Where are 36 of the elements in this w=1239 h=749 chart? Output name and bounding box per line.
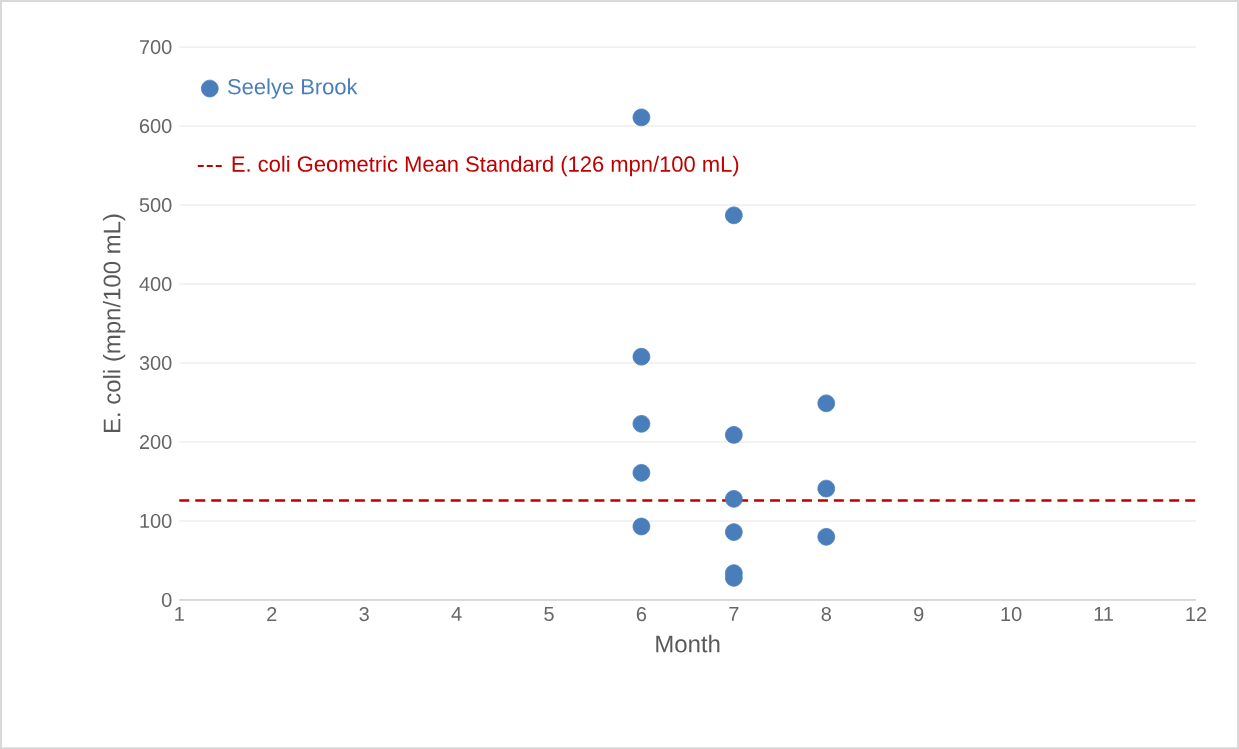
x-tick-label: 7 bbox=[729, 606, 739, 621]
point bbox=[725, 206, 743, 225]
point bbox=[817, 527, 836, 546]
y-tick-label: 600 bbox=[139, 118, 172, 134]
point bbox=[632, 414, 651, 433]
point bbox=[632, 108, 651, 127]
y-tick-label: 500 bbox=[139, 197, 172, 212]
x-tick-label: 6 bbox=[636, 606, 647, 622]
point bbox=[725, 425, 743, 444]
point bbox=[817, 394, 836, 413]
x-tick-label: 1 bbox=[175, 606, 184, 621]
y-tick-label: 0 bbox=[161, 592, 172, 607]
point bbox=[817, 479, 836, 498]
x-tick-label: 8 bbox=[821, 606, 831, 622]
x-axis-title: Month bbox=[656, 634, 720, 653]
point bbox=[725, 489, 743, 508]
point bbox=[632, 463, 651, 482]
point bbox=[632, 517, 651, 536]
x-tick-label: 12 bbox=[1186, 606, 1207, 621]
point bbox=[725, 523, 743, 541]
x-tick-label: 2 bbox=[267, 606, 277, 621]
x-tick-label: 4 bbox=[451, 606, 462, 621]
x-tick-label: 3 bbox=[359, 606, 369, 622]
x-tick-label: 10 bbox=[1001, 606, 1022, 622]
point bbox=[632, 347, 651, 366]
y-tick-label: 700 bbox=[139, 39, 172, 55]
y-tick-label: 100 bbox=[140, 513, 172, 528]
y-tick-label: 200 bbox=[139, 434, 172, 449]
y-tick-label: 300 bbox=[139, 355, 172, 370]
y-axis-title: E. coli (mpn/100 mL) bbox=[102, 214, 126, 432]
y-tick-label: 400 bbox=[139, 276, 172, 291]
x-tick-label: 5 bbox=[544, 606, 554, 621]
legend-label: E. coli Geometric Mean Standard (126 mpn/100 mL) bbox=[232, 155, 739, 177]
x-tick-label: 9 bbox=[914, 606, 924, 622]
x-tick-label: 11 bbox=[1094, 606, 1113, 621]
legend-label: Seelye Brook bbox=[228, 78, 358, 99]
